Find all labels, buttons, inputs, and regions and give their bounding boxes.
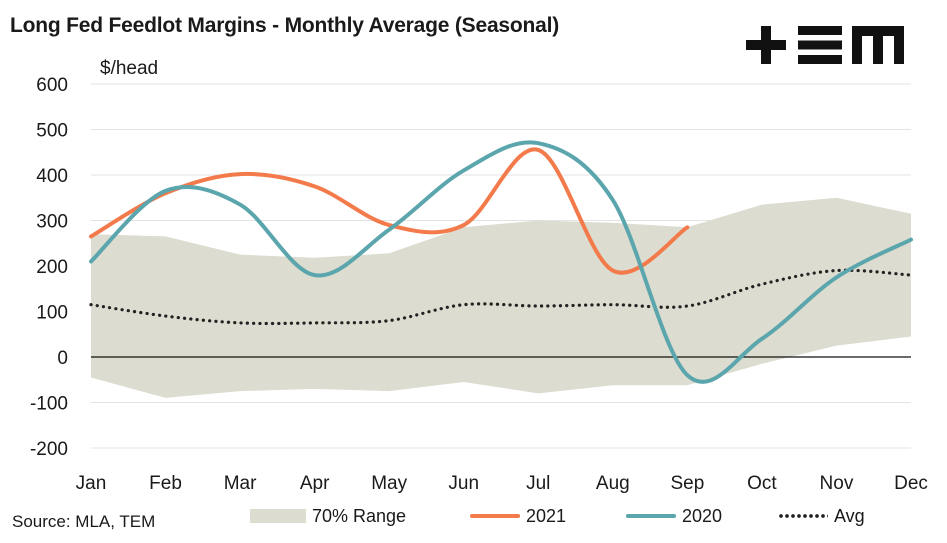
legend-item-range: 70% Range: [250, 504, 406, 528]
legend-item-2021: 2021: [470, 504, 566, 528]
y-tick-label: -100: [30, 394, 68, 415]
legend-swatch-avg: [778, 514, 828, 518]
x-tick-label: Apr: [300, 473, 330, 494]
x-tick-label: Aug: [596, 473, 630, 494]
series-2020-line: [89, 140, 913, 384]
legend-label-2020: 2020: [682, 505, 723, 526]
y-tick-label: 300: [36, 212, 68, 233]
range-band: [91, 197, 911, 398]
source-note: Source: MLA, TEM: [12, 512, 156, 531]
legend-swatch-2021: [470, 514, 520, 518]
x-tick-label: Jul: [526, 473, 550, 494]
y-tick-label: 400: [36, 166, 68, 187]
legend-label-2021: 2021: [526, 505, 567, 526]
tem-logo-icon: [746, 26, 904, 64]
legend-swatch-range: [250, 509, 306, 523]
series-2021-line: [89, 147, 690, 275]
legend-item-avg: Avg: [778, 504, 865, 528]
range-70-area: [91, 197, 911, 398]
x-tick-label: Jun: [448, 473, 479, 494]
y-tick-label: -200: [30, 439, 68, 460]
x-tick-label: Feb: [149, 473, 182, 494]
y-tick-label: 600: [36, 75, 68, 96]
y-tick-label: 500: [36, 121, 68, 142]
x-tick-label: Nov: [820, 473, 854, 494]
chart-title: Long Fed Feedlot Margins - Monthly Avera…: [10, 14, 560, 37]
x-tick-label: Mar: [224, 473, 257, 494]
x-tick-label: Dec: [894, 473, 928, 494]
legend-label-range: 70% Range: [312, 505, 407, 526]
x-tick-labels: Jan Feb Mar Apr May Jun Jul Aug Sep Oct Nov Dec: [76, 473, 928, 494]
x-tick-label: Jan: [76, 473, 107, 494]
x-tick-label: Sep: [670, 473, 704, 494]
series-avg-line: [89, 268, 913, 326]
y-tick-label: 200: [36, 257, 68, 278]
legend-label-avg: Avg: [834, 505, 865, 526]
legend-item-2020: 2020: [626, 504, 722, 528]
legend-swatch-2020: [626, 514, 676, 518]
y-tick-label: 100: [36, 303, 68, 324]
x-tick-label: May: [371, 473, 407, 494]
legend: 70% Range 2021 2020 Avg: [250, 504, 910, 528]
y-axis-unit-label: $/head: [100, 58, 159, 79]
x-tick-label: Oct: [747, 473, 777, 494]
y-tick-labels: -200 -100 0 100 200 300 400 500 600: [30, 75, 68, 460]
series-lines: [89, 140, 913, 384]
y-tick-label: 0: [57, 348, 68, 369]
